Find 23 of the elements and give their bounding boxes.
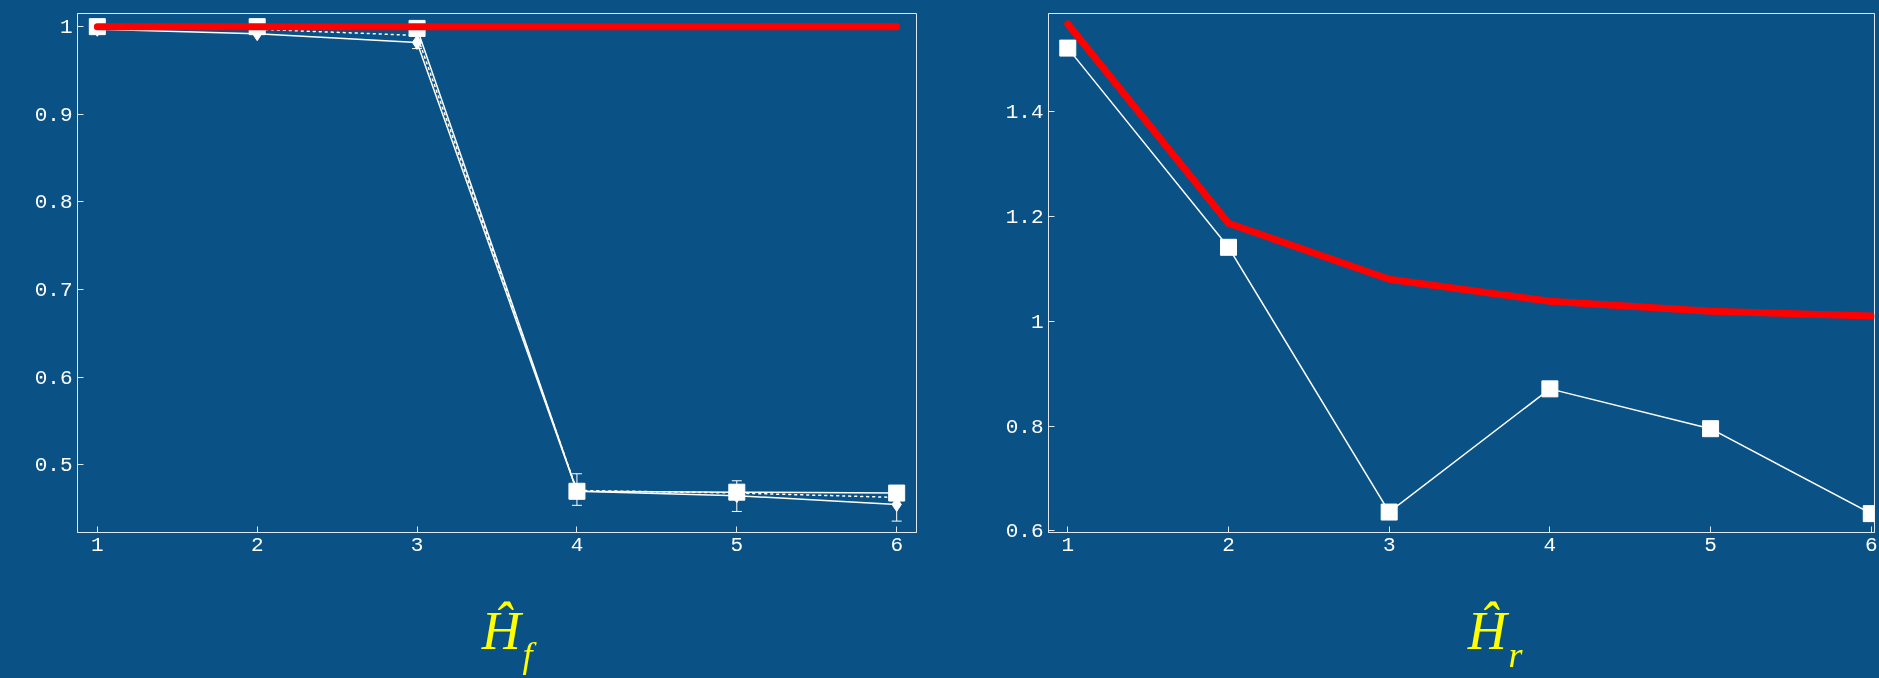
x-tick-label: 5 [730, 533, 744, 557]
y-tick-label: 1.2 [1005, 205, 1044, 229]
y-tick-label: 0.9 [34, 103, 73, 127]
x-tick-label: 1 [91, 533, 104, 557]
y-tick-label: 0.6 [34, 366, 73, 390]
x-tick-label: 2 [250, 533, 264, 557]
x-tick-label: 4 [1543, 533, 1557, 557]
x-tick-label: 1 [1061, 533, 1075, 557]
x-tick-label: 6 [890, 533, 903, 557]
y-tick-label: 0.8 [34, 191, 73, 215]
x-tick-label: 2 [1222, 533, 1235, 557]
y-tick-label: 0.5 [34, 454, 73, 478]
y-tick-label: 0.7 [34, 279, 73, 303]
y-tick-label: 0.8 [1005, 415, 1044, 439]
y-tick-label: 0.6 [1005, 520, 1044, 544]
y-tick-label: 1 [59, 16, 73, 40]
x-tick-label: 4 [570, 533, 584, 557]
x-tick-label: 5 [1704, 533, 1717, 557]
x-tick-label: 3 [410, 533, 424, 557]
x-tick-label: 3 [1382, 533, 1396, 557]
y-tick-label: 1.4 [1005, 101, 1044, 125]
y-tick-label: 1 [1030, 310, 1044, 334]
x-tick-label: 6 [1864, 533, 1878, 557]
